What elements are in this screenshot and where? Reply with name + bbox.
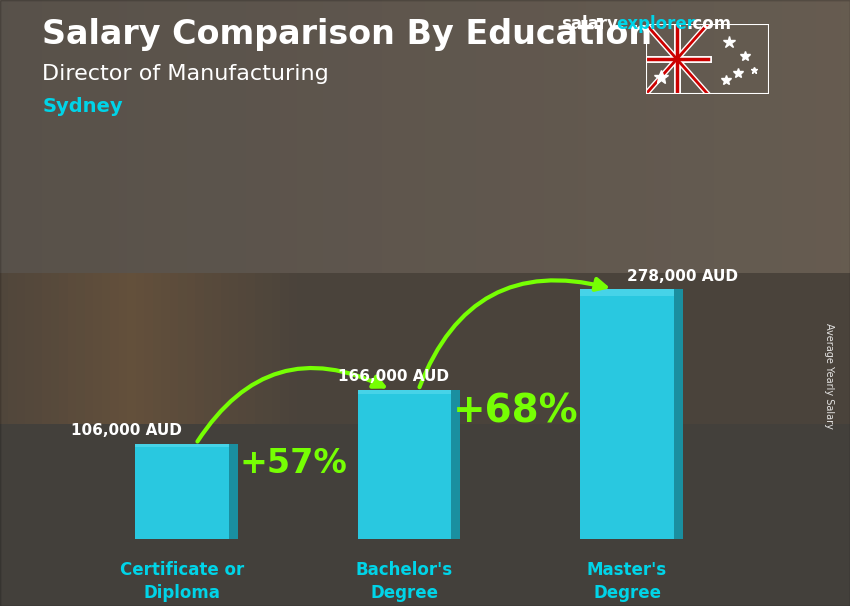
- Text: 106,000 AUD: 106,000 AUD: [71, 424, 182, 439]
- Text: Salary Comparison By Education: Salary Comparison By Education: [42, 18, 653, 51]
- Text: +68%: +68%: [453, 393, 579, 430]
- Bar: [358, 390, 451, 539]
- Text: 166,000 AUD: 166,000 AUD: [337, 370, 449, 384]
- Bar: [135, 444, 229, 539]
- Bar: [451, 390, 460, 539]
- FancyArrowPatch shape: [419, 279, 606, 387]
- Bar: [581, 289, 674, 539]
- Text: 278,000 AUD: 278,000 AUD: [627, 268, 738, 284]
- Bar: [229, 444, 237, 539]
- Text: Average Yearly Salary: Average Yearly Salary: [824, 323, 834, 428]
- Text: .com: .com: [686, 15, 731, 33]
- FancyArrowPatch shape: [197, 368, 383, 442]
- Bar: [135, 444, 229, 447]
- Bar: [358, 390, 451, 395]
- Bar: [674, 289, 683, 539]
- Bar: [581, 289, 674, 296]
- Text: Director of Manufacturing: Director of Manufacturing: [42, 64, 329, 84]
- Text: salary: salary: [561, 15, 618, 33]
- Text: +57%: +57%: [240, 447, 347, 481]
- Text: Sydney: Sydney: [42, 97, 123, 116]
- Text: explorer: explorer: [616, 15, 695, 33]
